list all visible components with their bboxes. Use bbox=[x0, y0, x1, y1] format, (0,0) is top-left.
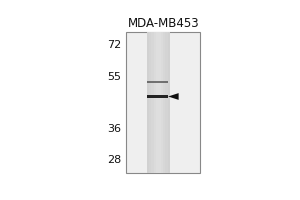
Bar bbox=[165, 32, 168, 173]
Text: 55: 55 bbox=[107, 72, 121, 82]
Bar bbox=[147, 32, 149, 173]
Bar bbox=[154, 32, 156, 173]
Text: 28: 28 bbox=[107, 155, 121, 165]
Bar bbox=[149, 32, 152, 173]
Bar bbox=[147, 81, 168, 83]
Bar bbox=[168, 32, 170, 173]
Bar bbox=[161, 32, 163, 173]
Text: 72: 72 bbox=[107, 40, 121, 50]
Bar bbox=[126, 32, 200, 173]
Bar bbox=[147, 95, 168, 98]
Bar bbox=[152, 32, 154, 173]
Bar bbox=[147, 32, 168, 173]
Text: 36: 36 bbox=[107, 124, 121, 134]
Bar bbox=[158, 32, 161, 173]
Bar bbox=[163, 32, 165, 173]
Text: MDA-MB453: MDA-MB453 bbox=[128, 17, 200, 30]
Polygon shape bbox=[168, 93, 178, 100]
Bar bbox=[156, 32, 158, 173]
